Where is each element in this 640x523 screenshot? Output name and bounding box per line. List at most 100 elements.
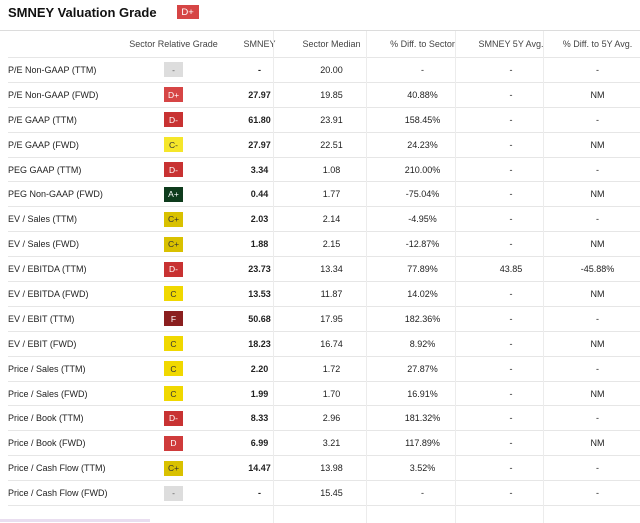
table-row: P/E Non-GAAP (FWD) D+ 27.97 19.85 40.88% - NM <box>8 83 640 108</box>
table-row: Price / Book (TTM) D- 8.33 2.96 181.32% - - <box>8 406 640 432</box>
five-year-avg-value: - <box>509 463 513 474</box>
diff-to-sector-value: 181.32% <box>404 413 441 424</box>
table-row: EV / EBIT (TTM) F 50.68 17.95 182.36% - - <box>8 307 640 332</box>
grade-badge: D- <box>164 261 183 277</box>
diff-to-sector-value: 14.02% <box>407 288 438 299</box>
smney-value: 3.34 <box>250 164 269 175</box>
metric-label[interactable]: P/E GAAP (TTM) <box>8 114 77 125</box>
diff-to-sector-value: 27.87% <box>407 363 438 374</box>
smney-value: 27.97 <box>248 139 271 150</box>
header-5y-avg[interactable]: SMNEY 5Y Avg. <box>478 39 544 49</box>
grade-badge: C- <box>164 137 183 153</box>
metric-label[interactable]: Price / Sales (FWD) <box>8 388 88 399</box>
sector-median-value: 1.70 <box>322 388 341 399</box>
table-row: EV / EBITDA (FWD) C 13.53 11.87 14.02% - NM <box>8 282 640 307</box>
metric-label[interactable]: EV / EBITDA (FWD) <box>8 288 89 299</box>
metric-label[interactable]: P/E Non-GAAP (FWD) <box>8 89 99 100</box>
sector-median-value: 20.00 <box>320 64 343 75</box>
header-sector-relative-grade[interactable]: Sector Relative Grade <box>129 39 218 49</box>
metric-label[interactable]: PEG Non-GAAP (FWD) <box>8 189 103 200</box>
header-divider <box>0 30 640 31</box>
grade-cell: C+ <box>113 211 234 227</box>
grade-cell: D <box>113 435 234 451</box>
diff-to-5y-avg-value: - <box>596 64 599 75</box>
diff-to-sector-value: -4.95% <box>408 214 437 225</box>
metric-label[interactable]: Price / Sales (TTM) <box>8 363 86 374</box>
table-body: P/E Non-GAAP (TTM) - - 20.00 - - - P/E Non-GAAP… <box>0 58 640 507</box>
table-row: EV / Sales (TTM) C+ 2.03 2.14 -4.95% - - <box>8 207 640 233</box>
metric-label[interactable]: EV / EBIT (FWD) <box>8 338 77 349</box>
overall-grade-badge: D+ <box>176 5 199 19</box>
grade-cell: C <box>113 336 234 352</box>
table-row: Price / Sales (TTM) C 2.20 1.72 27.87% - - <box>8 357 640 382</box>
grade-badge: D <box>164 435 183 451</box>
header-smney[interactable]: SMNEY <box>243 39 276 49</box>
diff-to-sector-value: 158.45% <box>404 114 441 125</box>
grade-badge: D+ <box>164 87 183 103</box>
diff-to-sector-value: 182.36% <box>404 313 441 324</box>
metric-label[interactable]: EV / Sales (FWD) <box>8 239 80 250</box>
grade-badge: - <box>164 62 183 78</box>
scroll-indicator <box>0 519 150 522</box>
metric-label[interactable]: P/E GAAP (FWD) <box>8 139 79 150</box>
smney-value: 61.80 <box>248 114 271 125</box>
metric-label[interactable]: P/E Non-GAAP (TTM) <box>8 64 97 75</box>
grade-cell: - <box>113 62 234 78</box>
diff-to-5y-avg-value: - <box>596 413 599 424</box>
column-divider <box>455 31 456 523</box>
header-sector-median[interactable]: Sector Median <box>302 39 361 49</box>
grade-badge: D- <box>164 410 183 426</box>
smney-value: 50.68 <box>248 313 271 324</box>
smney-value: 8.33 <box>250 413 269 424</box>
column-divider <box>366 31 367 523</box>
grade-cell: C- <box>113 137 234 153</box>
grade-badge: C <box>164 286 183 302</box>
grade-cell: D- <box>113 162 234 177</box>
diff-to-5y-avg-value: NM <box>590 139 605 150</box>
diff-to-sector-value: 210.00% <box>404 164 441 175</box>
table-row: P/E Non-GAAP (TTM) - - 20.00 - - - <box>8 58 640 83</box>
smney-value: 2.03 <box>250 214 269 225</box>
metric-label[interactable]: PEG GAAP (TTM) <box>8 164 82 175</box>
metric-label[interactable]: Price / Cash Flow (TTM) <box>8 463 106 474</box>
diff-to-sector-value: 8.92% <box>409 338 436 349</box>
grade-badge: C <box>164 361 183 377</box>
diff-to-5y-avg-value: - <box>596 114 599 125</box>
grade-badge: C <box>164 386 183 402</box>
diff-to-sector-value: 117.89% <box>405 438 440 449</box>
metric-label[interactable]: EV / EBIT (TTM) <box>8 313 75 324</box>
five-year-avg-value: - <box>509 338 513 349</box>
five-year-avg-value: - <box>509 164 513 175</box>
diff-to-5y-avg-value: - <box>596 488 599 499</box>
diff-to-5y-avg-value: - <box>596 363 599 374</box>
grade-badge: D- <box>164 112 183 128</box>
metric-label[interactable]: Price / Book (FWD) <box>8 438 86 449</box>
metric-label[interactable]: Price / Cash Flow (FWD) <box>8 488 108 499</box>
metric-label[interactable]: Price / Book (TTM) <box>8 413 84 424</box>
five-year-avg-value: - <box>509 214 513 225</box>
five-year-avg-value: - <box>509 363 513 374</box>
diff-to-5y-avg-value: NM <box>590 288 605 299</box>
sector-median-value: 13.34 <box>320 264 343 275</box>
sector-median-value: 3.21 <box>322 438 341 449</box>
five-year-avg-value: - <box>509 488 513 499</box>
grade-cell: D- <box>113 261 234 277</box>
metric-label[interactable]: EV / EBITDA (TTM) <box>8 264 87 275</box>
sector-median-value: 13.98 <box>320 463 343 474</box>
diff-to-sector-value: -75.04% <box>405 189 440 200</box>
sector-median-value: 2.14 <box>322 214 341 225</box>
smney-value: 14.47 <box>248 463 271 474</box>
table-row: Price / Sales (FWD) C 1.99 1.70 16.91% - NM <box>8 382 640 407</box>
header-diff-to-5y-avg[interactable]: % Diff. to 5Y Avg. <box>562 39 633 49</box>
five-year-avg-value: - <box>509 114 513 125</box>
diff-to-5y-avg-value: NM <box>590 89 605 100</box>
grade-cell: - <box>113 485 234 501</box>
diff-to-sector-value: 24.23% <box>407 139 438 150</box>
header-diff-to-sector[interactable]: % Diff. to Sector <box>390 39 455 49</box>
smney-value: 1.88 <box>250 239 269 250</box>
diff-to-sector-value: 3.52% <box>409 463 436 474</box>
table-row: EV / EBIT (FWD) C 18.23 16.74 8.92% - NM <box>8 332 640 357</box>
diff-to-5y-avg-value: NM <box>590 189 605 200</box>
metric-label[interactable]: EV / Sales (TTM) <box>8 214 78 225</box>
diff-to-sector-value: - <box>421 488 424 499</box>
